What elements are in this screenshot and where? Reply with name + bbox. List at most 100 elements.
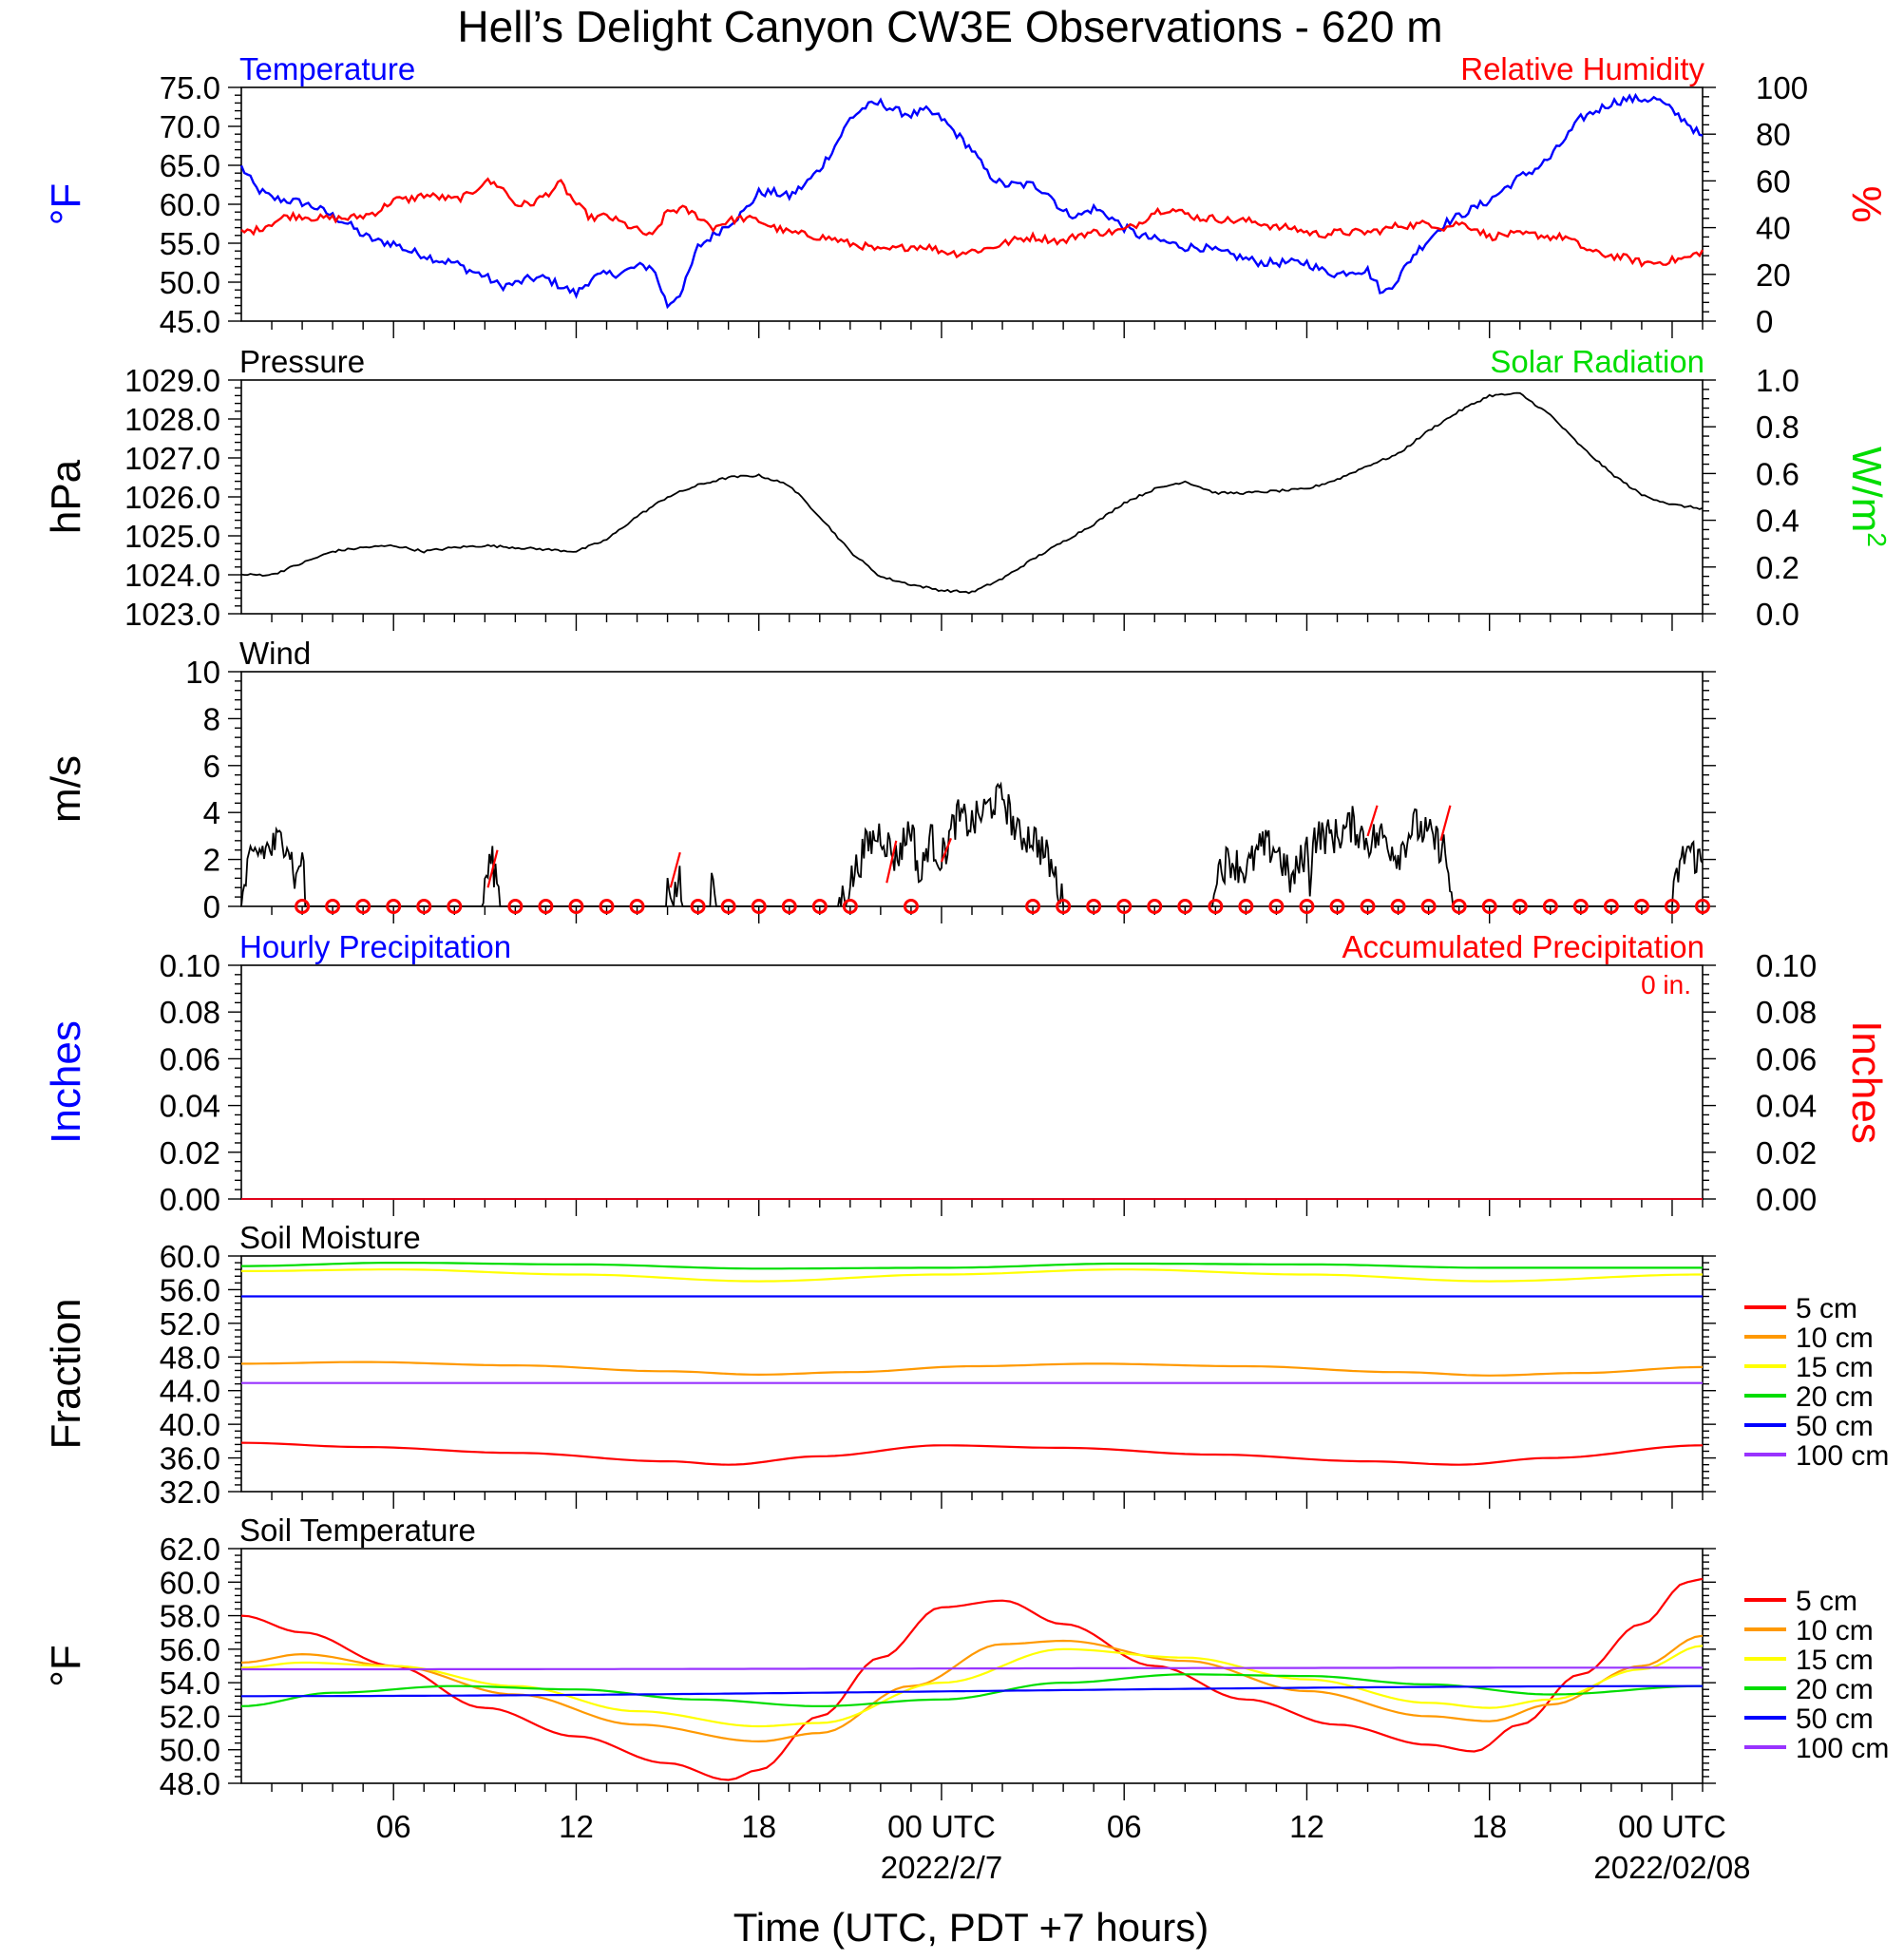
y-tick-label-left: 4 (203, 795, 220, 830)
calm-wind-circle (1360, 899, 1376, 914)
y-tick-label-right: 0.2 (1756, 550, 1799, 585)
calm-wind-circle (1542, 899, 1558, 914)
x-axis-title: Time (UTC, PDT +7 hours) (733, 1905, 1209, 1950)
panel-5-ylabel-left: Fraction (43, 1299, 89, 1450)
panel-1-title-right: Relative Humidity (1460, 51, 1704, 86)
calm-wind-circle (416, 899, 432, 914)
y-tick-label-left: 2 (203, 843, 220, 878)
y-tick-label-left: 0.00 (160, 1182, 220, 1217)
calm-wind-circle (1238, 899, 1254, 914)
y-tick-label-left: 44.0 (160, 1374, 220, 1409)
panel-2-ylabel-left: hPa (43, 459, 89, 534)
calm-wind-circle (1025, 899, 1041, 914)
series-line-20-cm (241, 1261, 1703, 1270)
x-date-label: 2022/2/7 (881, 1850, 1002, 1885)
ylabel-superscript: 2 (1862, 532, 1892, 547)
legend-label: 10 cm (1796, 1615, 1874, 1646)
y-tick-label-left: 56.0 (160, 1272, 220, 1307)
x-tick-label: 00 UTC (887, 1809, 996, 1844)
y-tick-label-left: 1028.0 (124, 402, 220, 437)
x-tick-label: 12 (559, 1809, 594, 1844)
calm-wind-circle (1695, 899, 1710, 914)
calm-wind-circle (599, 899, 615, 914)
y-tick-label-left: 48.0 (160, 1340, 220, 1375)
y-tick-label-left: 52.0 (160, 1699, 220, 1734)
y-tick-label-right: 1.0 (1756, 363, 1799, 398)
y-tick-label-right: 0.4 (1756, 504, 1799, 539)
series-line-pressure (240, 391, 1704, 595)
calm-wind-circle (1147, 899, 1163, 914)
y-tick-label-right: 20 (1756, 257, 1791, 293)
panel-1-ylabel-right: % (1843, 185, 1890, 222)
calm-wind-circle (720, 899, 736, 914)
legend-label: 15 cm (1796, 1645, 1874, 1676)
x-tick-label: 06 (1107, 1809, 1142, 1844)
y-tick-label-left: 10 (185, 655, 220, 690)
x-tick-label: 12 (1289, 1809, 1324, 1844)
calm-wind-circle (507, 899, 524, 914)
y-tick-label-right: 0.04 (1756, 1089, 1817, 1124)
y-tick-label-right: 0.10 (1756, 948, 1817, 983)
wind-barb (1366, 805, 1379, 837)
y-tick-label-right: 0.6 (1756, 456, 1799, 491)
calm-wind-circle (1664, 899, 1680, 914)
y-tick-label-left: 54.0 (160, 1665, 220, 1701)
calm-wind-circle (1086, 899, 1102, 914)
series-line-15-cm (241, 1268, 1703, 1283)
series-line-50-cm (241, 1684, 1703, 1698)
calm-wind-circle (751, 899, 767, 914)
y-tick-label-left: 36.0 (160, 1441, 220, 1476)
x-tick-label: 18 (1472, 1809, 1507, 1844)
y-tick-label-left: 0.04 (160, 1089, 220, 1124)
y-tick-label-right: 40 (1756, 211, 1791, 246)
calm-wind-circle (1390, 899, 1406, 914)
y-tick-label-left: 62.0 (160, 1532, 220, 1567)
y-tick-label-right: 0.02 (1756, 1135, 1817, 1170)
y-tick-label-right: 0.8 (1756, 409, 1799, 445)
panel-1-title-left: Temperature (239, 51, 415, 86)
calm-wind-circle (1572, 899, 1589, 914)
y-tick-label-left: 75.0 (160, 70, 220, 105)
panel-2-title-right: Solar Radiation (1490, 344, 1704, 379)
series-line-10-cm (240, 1634, 1704, 1743)
y-tick-label-left: 8 (203, 701, 220, 736)
y-tick-label-right: 80 (1756, 117, 1791, 152)
calm-wind-circle (903, 899, 919, 914)
y-tick-label-left: 60.0 (160, 187, 220, 222)
y-tick-label-left: 1029.0 (124, 363, 220, 398)
calm-wind-circle (1512, 899, 1528, 914)
y-tick-label-left: 1024.0 (124, 558, 220, 593)
y-tick-label-left: 0.02 (160, 1135, 220, 1170)
legend-label: 15 cm (1796, 1352, 1874, 1383)
calm-wind-circle (1451, 899, 1467, 914)
series-line-100-cm (241, 1666, 1703, 1671)
y-tick-label-left: 40.0 (160, 1407, 220, 1442)
legend-label: 20 cm (1796, 1674, 1874, 1705)
y-tick-label-left: 60.0 (160, 1239, 220, 1274)
calm-wind-circle (1633, 899, 1649, 914)
calm-wind-circle (325, 899, 341, 914)
legend-label: 100 cm (1796, 1733, 1889, 1764)
y-tick-label-left: 50.0 (160, 265, 220, 300)
calm-wind-circle (295, 899, 311, 914)
y-tick-label-right: 0.0 (1756, 597, 1799, 632)
y-tick-label-left: 50.0 (160, 1733, 220, 1768)
y-tick-label-right: 60 (1756, 163, 1791, 199)
calm-wind-circle (1056, 899, 1072, 914)
y-tick-label-left: 32.0 (160, 1475, 220, 1510)
calm-wind-circle (447, 899, 463, 914)
panel-4-title-right: Accumulated Precipitation (1342, 929, 1704, 964)
y-tick-label-left: 58.0 (160, 1599, 220, 1634)
x-tick-label: 06 (376, 1809, 411, 1844)
calm-wind-circle (842, 899, 858, 914)
calm-wind-circle (568, 899, 584, 914)
accumulated-total-label: 0 in. (1641, 970, 1691, 999)
panel-6-ylabel-left: °F (43, 1645, 89, 1686)
series-line-temperature (239, 92, 1704, 310)
x-date-label: 2022/02/08 (1593, 1850, 1750, 1885)
calm-wind-circle (1268, 899, 1285, 914)
calm-wind-circle (386, 899, 402, 914)
y-tick-label-left: 52.0 (160, 1306, 220, 1342)
wind-barb (885, 840, 898, 884)
